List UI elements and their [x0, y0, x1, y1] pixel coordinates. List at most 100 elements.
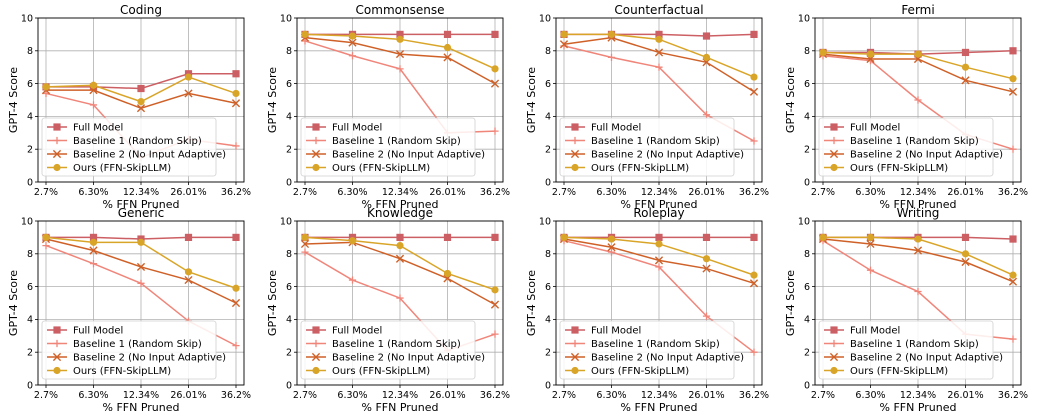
legend: Full Model Baseline 1 (Random Skip) Baseli…	[559, 320, 744, 380]
y-tick-label: 8	[27, 46, 33, 57]
data-point	[301, 248, 309, 256]
y-tick-label: 2	[27, 145, 33, 156]
legend-marker	[571, 136, 579, 145]
data-point	[232, 89, 240, 98]
x-tick-label: 36.2%	[998, 187, 1028, 198]
data-point	[396, 30, 404, 38]
data-point	[232, 142, 240, 150]
legend-marker	[312, 326, 320, 334]
legend-marker	[312, 136, 320, 145]
subplot-title: Fermi	[901, 3, 934, 17]
y-tick-label: 4	[804, 315, 810, 326]
legend-marker	[830, 339, 838, 348]
legend-label: Baseline 1 (Random Skip)	[850, 136, 979, 147]
y-tick-label: 2	[545, 348, 551, 359]
legend-marker	[571, 123, 579, 131]
legend-label: Ours (FFN-SkipLLM)	[332, 366, 430, 377]
data-point	[702, 233, 711, 241]
data-point	[232, 284, 240, 292]
y-tick-label: 8	[545, 249, 551, 260]
y-tick-label: 10	[798, 216, 810, 227]
data-point	[866, 233, 875, 241]
data-point	[914, 50, 922, 58]
y-tick-label: 10	[21, 216, 33, 227]
legend-label: Full Model	[850, 123, 900, 134]
x-tick-label: 12.34%	[900, 390, 936, 401]
data-point	[184, 73, 193, 81]
data-point	[654, 48, 664, 57]
x-tick-label: 36.2%	[221, 390, 251, 401]
legend-label: Full Model	[73, 123, 123, 134]
data-point	[560, 30, 568, 38]
y-tick-label: 0	[545, 380, 551, 391]
y-axis-label: GPT-4 Score	[784, 67, 797, 133]
subplot-title: Writing	[897, 206, 940, 220]
x-tick-label: 36.2%	[998, 390, 1028, 401]
legend-label: Baseline 2 (No Input Adaptive)	[73, 353, 226, 364]
y-tick-label: 10	[539, 13, 551, 24]
data-point	[1008, 87, 1018, 96]
data-point	[443, 53, 452, 62]
x-axis-label: % FFN Pruned	[103, 198, 180, 211]
y-tick-label: 10	[21, 13, 33, 24]
x-tick-label: 2.7%	[293, 187, 317, 198]
legend-box	[818, 117, 994, 177]
data-point	[914, 235, 922, 243]
subplot-commonsense: 0 2 4 6 8 10 2.7% 6.30% 12.34% 26.01% 36.2% Commons…	[266, 3, 510, 211]
data-point	[184, 268, 193, 276]
data-point	[1009, 47, 1017, 55]
x-tick-label: 26.01%	[947, 390, 983, 401]
legend-label: Ours (FFN-SkipLLM)	[73, 163, 171, 174]
legend-label: Full Model	[332, 326, 382, 337]
data-point	[491, 233, 499, 241]
data-point	[914, 287, 922, 296]
y-tick-label: 6	[286, 282, 292, 293]
legend-box	[300, 320, 476, 380]
data-point	[301, 30, 309, 38]
legend-box	[300, 117, 476, 177]
y-tick-label: 4	[545, 112, 551, 123]
legend-marker	[830, 136, 838, 145]
subplot-title: Commonsense	[356, 3, 445, 17]
legend-label: Full Model	[332, 123, 382, 134]
legend-label: Baseline 2 (No Input Adaptive)	[591, 150, 744, 161]
data-point	[89, 238, 98, 246]
y-tick-label: 8	[804, 46, 810, 57]
data-point	[137, 84, 145, 93]
legend-marker	[312, 123, 320, 131]
legend-marker	[571, 163, 579, 172]
x-tick-label: 36.2%	[480, 187, 510, 198]
y-tick-label: 0	[804, 380, 810, 391]
y-tick-label: 6	[286, 79, 292, 90]
data-point	[491, 30, 499, 38]
legend-marker	[52, 352, 62, 362]
legend-label: Ours (FFN-SkipLLM)	[73, 366, 171, 377]
x-tick-label: 26.01%	[947, 187, 983, 198]
data-point	[961, 233, 970, 241]
data-point	[137, 98, 145, 106]
y-tick-label: 4	[545, 315, 551, 326]
x-tick-label: 26.01%	[688, 187, 724, 198]
legend-label: Full Model	[591, 326, 641, 337]
y-tick-label: 2	[286, 348, 292, 359]
data-point	[750, 30, 758, 38]
legend-label: Baseline 1 (Random Skip)	[332, 339, 461, 350]
x-axis-label: % FFN Pruned	[880, 198, 957, 211]
data-point	[702, 264, 711, 273]
data-point	[655, 35, 663, 43]
y-tick-label: 2	[804, 348, 810, 359]
x-tick-label: 2.7%	[293, 390, 317, 401]
data-point	[559, 40, 569, 49]
data-point	[961, 48, 970, 57]
legend: Full Model Baseline 1 (Random Skip) Baseli…	[41, 117, 226, 177]
y-tick-label: 0	[27, 177, 33, 188]
data-point	[607, 53, 616, 61]
legend-label: Full Model	[591, 123, 641, 134]
data-point	[961, 76, 970, 85]
data-point	[184, 89, 193, 98]
y-tick-label: 4	[27, 112, 33, 123]
data-point	[395, 49, 405, 59]
data-point	[1008, 277, 1018, 286]
data-point	[655, 63, 663, 71]
